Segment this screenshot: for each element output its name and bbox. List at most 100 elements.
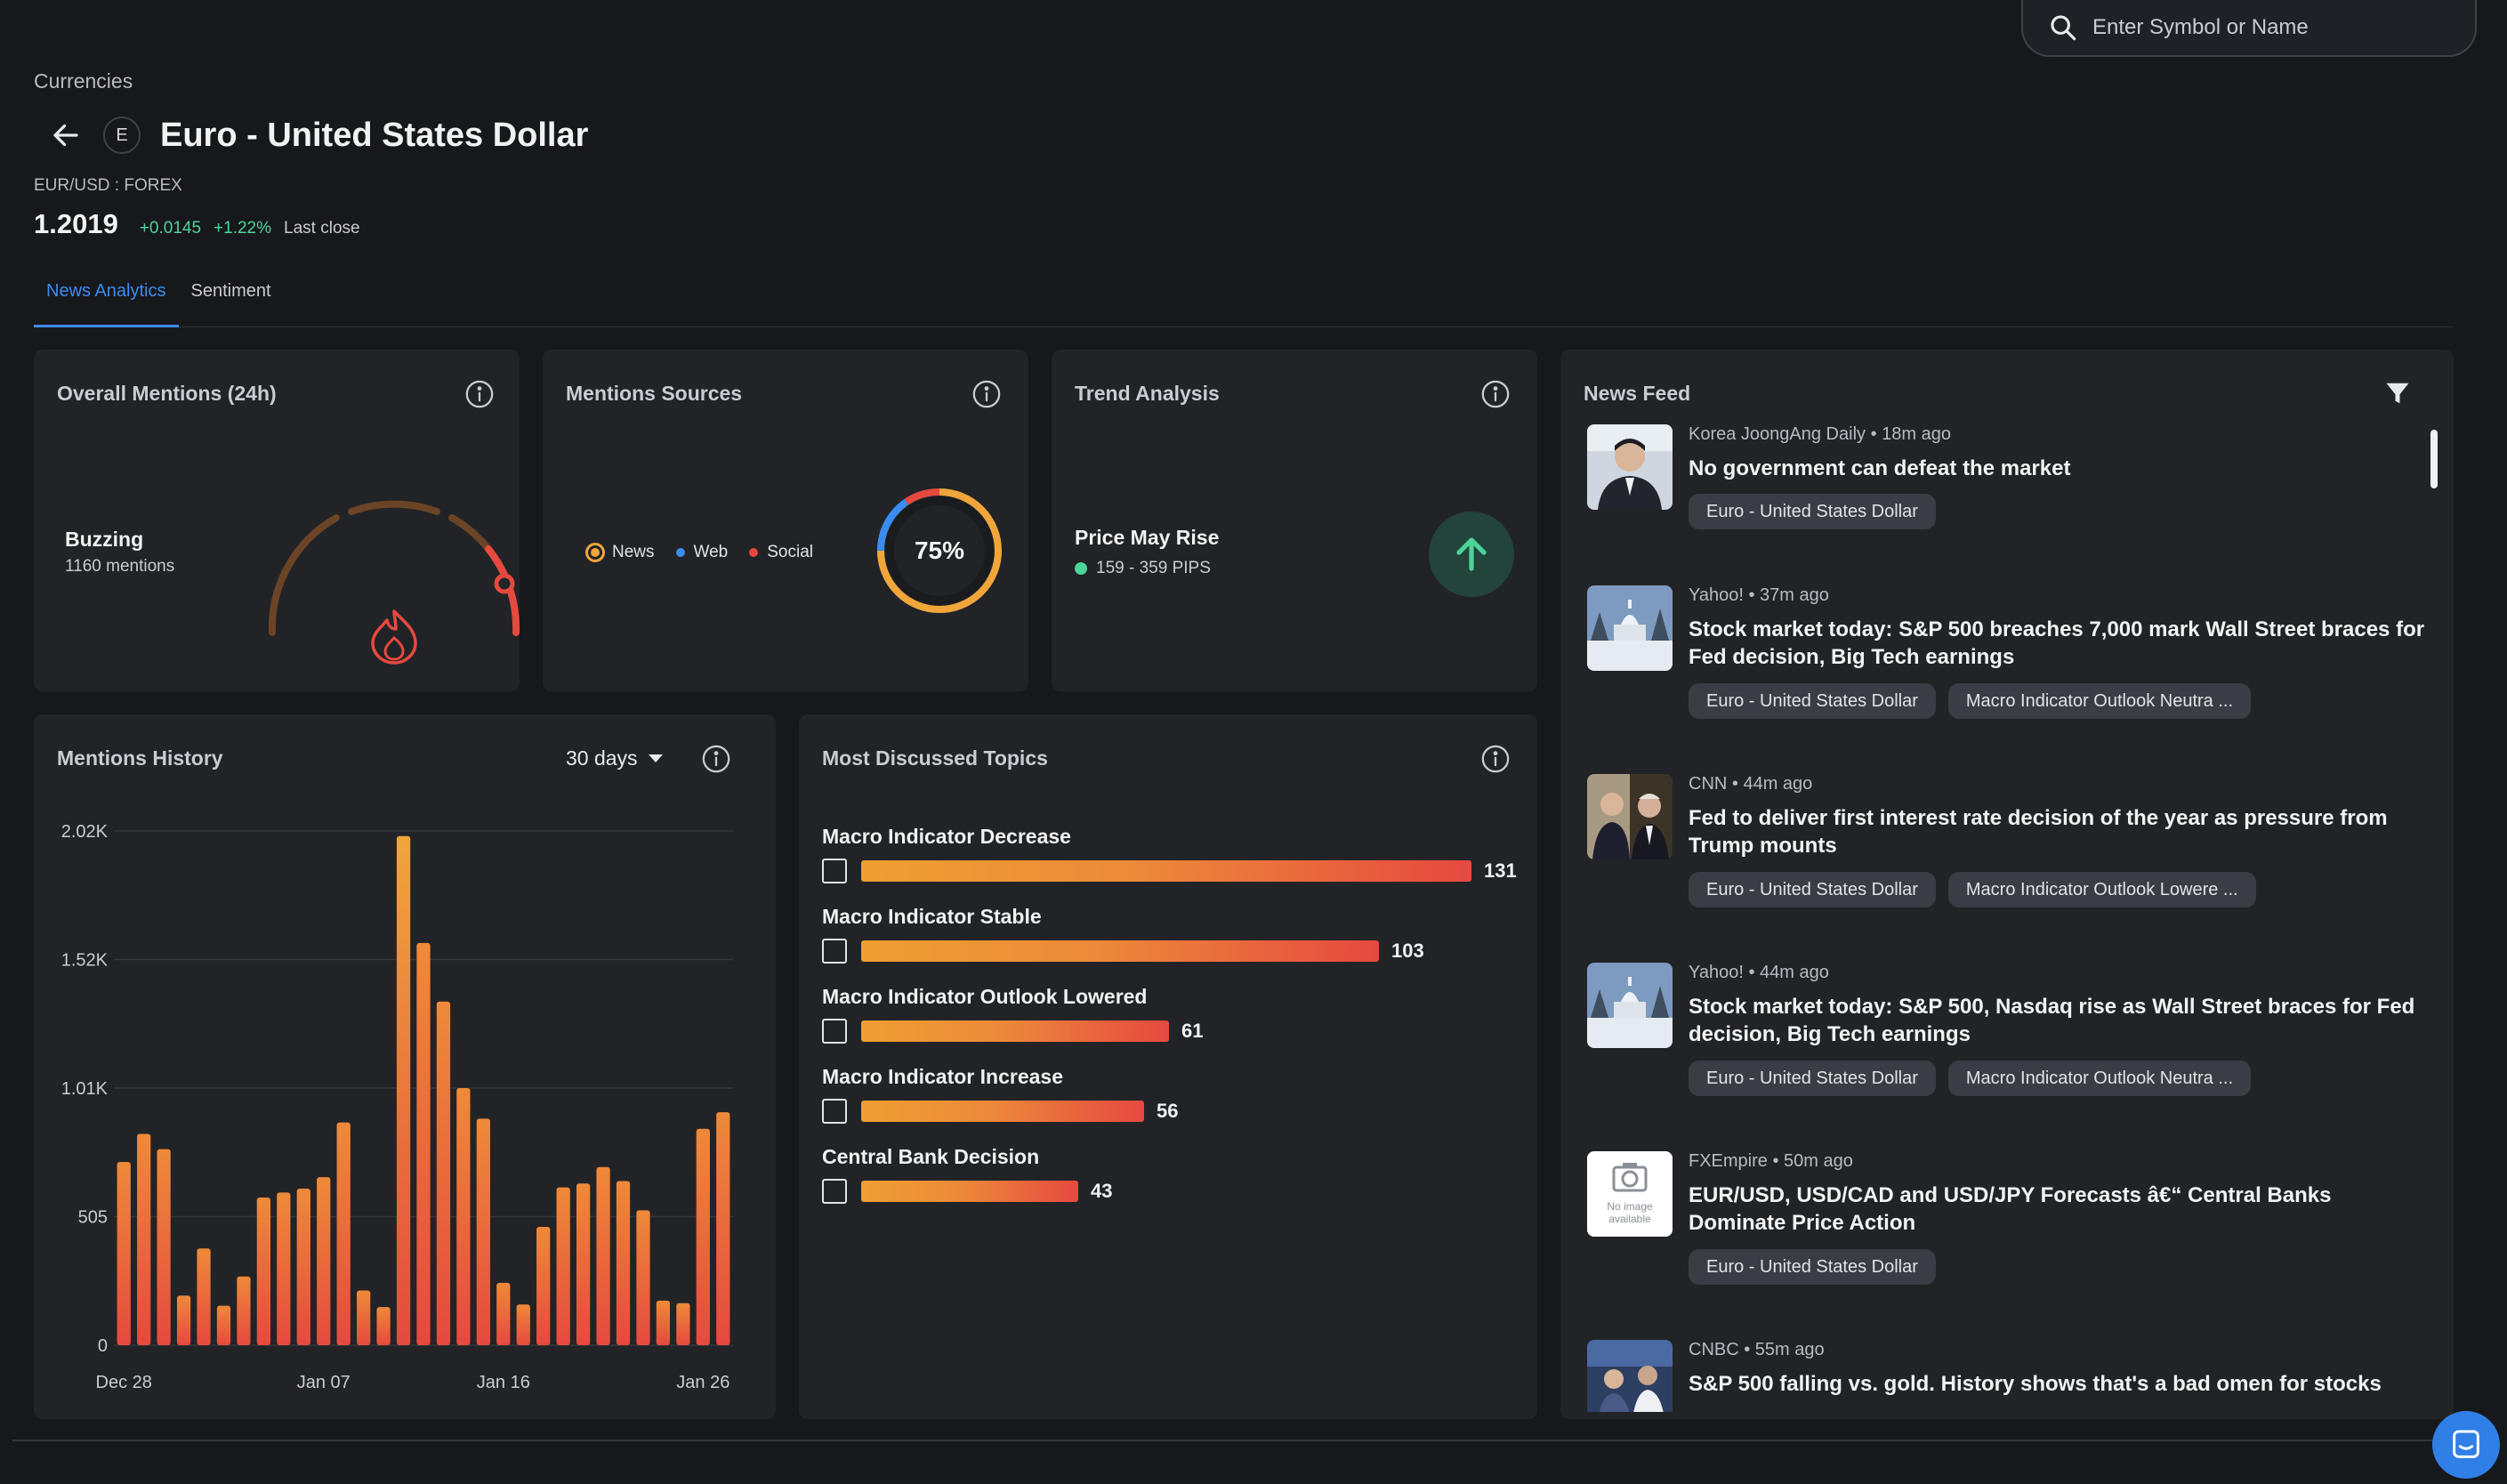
history-bar <box>357 1290 371 1345</box>
news-tag[interactable]: Euro - United States Dollar <box>1689 1061 1936 1096</box>
history-bar <box>376 1307 391 1345</box>
history-bar <box>716 1112 730 1345</box>
topic-checkbox[interactable] <box>822 859 847 883</box>
tab-bar: News Analytics Sentiment <box>34 267 2454 327</box>
topic-bar <box>861 1101 1144 1122</box>
chat-button[interactable] <box>2432 1411 2500 1479</box>
scrollbar[interactable] <box>2430 430 2438 488</box>
no-image-text-2: available <box>1608 1213 1651 1225</box>
news-tag[interactable]: Euro - United States Dollar <box>1689 683 1936 719</box>
mentions-history-chart: 2.02K 1.52K 1.01K 505 0 Dec 28 Jan 07 Jan 16 Jan… <box>61 822 733 1392</box>
history-bar <box>176 1295 191 1345</box>
topic-label: Macro Indicator Increase <box>822 1065 1063 1088</box>
range-select[interactable]: 30 days <box>566 746 663 770</box>
history-bar <box>636 1210 650 1345</box>
history-bar <box>277 1192 291 1345</box>
topic-value: 131 <box>1484 859 1517 882</box>
caret-down-icon <box>648 754 663 762</box>
legend-social[interactable]: Social <box>749 543 813 562</box>
topic-checkbox[interactable] <box>822 1179 847 1204</box>
news-tag[interactable]: Macro Indicator Outlook Lowere ... <box>1947 872 2256 907</box>
info-icon[interactable] <box>1480 379 1511 409</box>
news-meta: Korea JoongAng Daily • 18m ago <box>1689 424 1951 444</box>
y-tick-label: 2.02K <box>61 822 109 842</box>
y-tick-label: 1.52K <box>61 951 109 971</box>
news-meta: Yahoo! • 44m ago <box>1689 963 1829 982</box>
legend-label: Social <box>767 543 813 561</box>
history-bar <box>197 1248 211 1345</box>
history-bar <box>516 1304 530 1345</box>
legend-label: Web <box>693 543 729 561</box>
info-icon[interactable] <box>1480 744 1511 774</box>
topic-label: Macro Indicator Outlook Lowered <box>822 985 1148 1008</box>
trend-analysis-card: Trend Analysis Price May Rise 159 - 359 … <box>1052 350 1537 691</box>
trend-dot <box>1075 562 1087 575</box>
news-tag[interactable]: Euro - United States Dollar <box>1689 1249 1936 1285</box>
topic-label: Macro Indicator Stable <box>822 905 1042 928</box>
history-bar <box>676 1303 690 1345</box>
page-title: Euro - United States Dollar <box>160 116 589 154</box>
topic-item: Central Bank Decision 43 <box>822 1145 1112 1207</box>
legend-web-marker <box>675 548 685 557</box>
buzz-gauge <box>268 500 520 665</box>
news-list: Korea JoongAng Daily • 18m ago No govern… <box>1587 424 2441 1412</box>
sources-donut: 75% <box>876 488 1002 613</box>
history-bar <box>556 1187 570 1345</box>
topic-checkbox[interactable] <box>822 1019 847 1044</box>
news-headline[interactable]: Stock market today: S&P 500 breaches 7,0… <box>1689 617 2425 669</box>
back-arrow-icon[interactable] <box>50 119 82 151</box>
news-source: FXEmpire <box>1689 1151 1768 1171</box>
topic-checkbox[interactable] <box>822 939 847 964</box>
price-row: 1.2019 +0.0145 +1.22% Last close <box>34 208 360 240</box>
symbol-label: EUR/USD : FOREX <box>34 176 182 195</box>
mentions-count: 1160 mentions <box>65 557 175 576</box>
news-headline[interactable]: Stock market today: S&P 500, Nasdaq rise… <box>1689 995 2415 1046</box>
news-time: 44m ago <box>1743 774 1813 794</box>
range-select-value: 30 days <box>566 746 638 770</box>
news-tag[interactable]: Euro - United States Dollar <box>1689 872 1936 907</box>
news-tag[interactable]: Euro - United States Dollar <box>1689 494 1936 529</box>
card-title: Most Discussed Topics <box>822 746 1048 770</box>
search-bar[interactable] <box>2021 0 2477 57</box>
news-headline[interactable]: EUR/USD, USD/CAD and USD/JPY Forecasts â… <box>1689 1183 2332 1235</box>
news-tags: Euro - United States Dollar <box>1689 494 1948 529</box>
legend-web[interactable]: Web <box>675 543 729 562</box>
legend-news[interactable]: News <box>585 543 655 562</box>
topic-item: Macro Indicator Decrease 131 <box>822 825 1517 887</box>
history-bar <box>536 1226 551 1345</box>
history-bar <box>216 1305 231 1345</box>
topic-value: 43 <box>1091 1180 1113 1202</box>
info-icon[interactable] <box>701 744 731 774</box>
info-icon[interactable] <box>464 379 495 409</box>
news-meta: FXEmpire • 50m ago <box>1689 1151 1853 1171</box>
news-time: 44m ago <box>1760 963 1829 982</box>
history-bar <box>157 1149 171 1345</box>
news-source: Yahoo! <box>1689 585 1744 605</box>
no-image-text-1: No image <box>1607 1200 1653 1213</box>
topic-bar <box>861 1020 1169 1042</box>
history-bar <box>117 1161 131 1345</box>
search-input[interactable] <box>2092 15 2448 40</box>
news-headline[interactable]: Fed to deliver first interest rate decis… <box>1689 806 2388 858</box>
news-tag[interactable]: Macro Indicator Outlook Neutra ... <box>1947 1061 2252 1096</box>
news-thumbnail <box>1587 774 1673 859</box>
filter-icon[interactable] <box>2384 380 2411 411</box>
card-title: Mentions History <box>57 746 223 770</box>
history-bar <box>576 1183 591 1345</box>
news-meta: CNN • 44m ago <box>1689 774 1813 794</box>
card-title: Mentions Sources <box>566 382 743 405</box>
info-icon[interactable] <box>971 379 1002 409</box>
news-time: 37m ago <box>1760 585 1829 605</box>
tab-sentiment[interactable]: Sentiment <box>190 281 271 301</box>
topic-bar <box>861 860 1471 882</box>
news-tag[interactable]: Macro Indicator Outlook Neutra ... <box>1947 683 2252 719</box>
card-title: Overall Mentions (24h) <box>57 382 277 405</box>
legend-social-marker <box>749 548 759 557</box>
tab-news-analytics[interactable]: News Analytics <box>34 267 179 327</box>
history-bar <box>416 942 431 1345</box>
x-tick-label: Jan 26 <box>676 1373 730 1392</box>
breadcrumb[interactable]: Currencies <box>34 69 133 93</box>
topic-checkbox[interactable] <box>822 1099 847 1124</box>
news-headline[interactable]: S&P 500 falling vs. gold. History shows … <box>1689 1372 2382 1396</box>
news-headline[interactable]: No government can defeat the market <box>1689 456 2071 480</box>
